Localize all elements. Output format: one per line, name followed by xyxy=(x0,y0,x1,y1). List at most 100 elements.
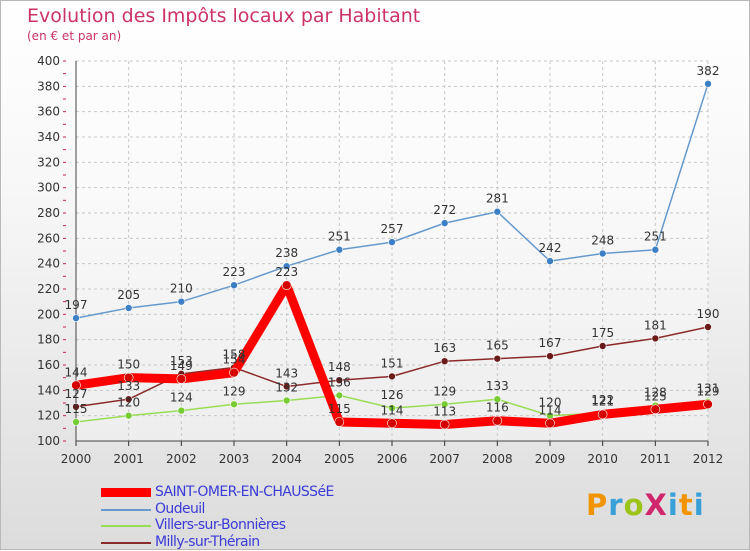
data-point xyxy=(229,367,239,378)
data-label: 163 xyxy=(433,341,456,355)
data-label: 116 xyxy=(486,401,509,415)
data-label: 223 xyxy=(223,265,246,279)
data-point xyxy=(388,404,396,412)
data-label: 115 xyxy=(65,402,88,416)
chart-title: Evolution des Impôts locaux par Habitant xyxy=(27,5,421,27)
legend-label: Villers-sur-Bonnières xyxy=(155,517,286,533)
data-label: 281 xyxy=(486,192,509,206)
data-label: 197 xyxy=(65,298,88,312)
data-label: 114 xyxy=(381,403,404,417)
data-point xyxy=(703,399,713,410)
data-point xyxy=(493,207,502,216)
data-point xyxy=(493,395,502,404)
x-tick-label: 2002 xyxy=(166,452,197,466)
y-tick-label: 280 xyxy=(37,206,60,220)
y-tick-label: 260 xyxy=(37,231,60,245)
data-label: 113 xyxy=(433,405,456,419)
data-point xyxy=(546,257,554,265)
data-point xyxy=(598,342,607,350)
data-label: 114 xyxy=(539,403,562,417)
data-label: 122 xyxy=(591,393,614,407)
data-label: 210 xyxy=(170,282,193,296)
data-label: 153 xyxy=(170,354,193,368)
data-point xyxy=(230,400,238,409)
data-point xyxy=(388,372,396,381)
x-tick-label: 2004 xyxy=(271,452,302,466)
data-point xyxy=(282,396,291,405)
data-point xyxy=(282,382,291,391)
data-label: 120 xyxy=(539,396,562,410)
data-label: 167 xyxy=(539,336,562,350)
data-point xyxy=(335,245,344,254)
y-tick-label: 200 xyxy=(37,307,60,321)
data-label: 257 xyxy=(381,222,404,236)
legend-swatch xyxy=(101,508,151,511)
data-point xyxy=(387,418,397,429)
data-point xyxy=(545,418,555,429)
y-tick-label: 300 xyxy=(37,181,60,195)
data-label: 144 xyxy=(65,365,88,379)
chart-subtitle: (en € et par an) xyxy=(27,29,122,43)
data-label: 190 xyxy=(697,307,720,321)
data-label: 120 xyxy=(117,396,140,410)
x-tick-label: 2008 xyxy=(482,452,513,466)
data-point xyxy=(650,404,661,415)
y-tick-label: 320 xyxy=(37,155,60,169)
data-label: 129 xyxy=(697,384,720,398)
data-label: 382 xyxy=(697,64,720,78)
data-label: 132 xyxy=(275,380,298,394)
y-tick-label: 100 xyxy=(37,434,60,448)
y-tick-label: 180 xyxy=(37,333,60,347)
data-label: 158 xyxy=(223,348,246,362)
data-label: 223 xyxy=(275,265,298,279)
x-tick-label: 2009 xyxy=(535,452,566,466)
data-point xyxy=(71,380,81,391)
data-label: 125 xyxy=(644,389,667,403)
legend-label: Oudeuil xyxy=(155,500,205,517)
data-label: 124 xyxy=(170,391,193,405)
x-tick-label: 2001 xyxy=(113,452,144,466)
data-label: 242 xyxy=(539,241,562,255)
y-tick-label: 140 xyxy=(37,383,60,397)
data-label: 238 xyxy=(275,246,298,260)
proxiti-logo: ProXiti xyxy=(586,488,705,522)
legend-label: SAINT-OMER-EN-CHAUSSéE xyxy=(155,484,334,500)
data-point xyxy=(123,372,134,383)
legend-label: Milly-sur-Thérain xyxy=(155,533,260,550)
x-tick-label: 2003 xyxy=(219,452,250,466)
data-point xyxy=(598,249,607,258)
data-point xyxy=(651,245,660,254)
data-point xyxy=(492,415,503,426)
data-point xyxy=(72,314,80,322)
x-tick-label: 2005 xyxy=(324,452,355,466)
data-label: 181 xyxy=(644,318,667,332)
data-point xyxy=(335,376,344,385)
data-label: 251 xyxy=(644,230,667,244)
data-point xyxy=(704,323,712,331)
x-tick-label: 2011 xyxy=(640,452,671,466)
data-label: 151 xyxy=(381,356,404,370)
data-point xyxy=(177,297,186,306)
y-tick-label: 160 xyxy=(37,358,60,372)
data-point xyxy=(124,304,133,312)
data-label: 251 xyxy=(328,230,351,244)
x-tick-label: 2012 xyxy=(693,452,724,466)
data-label: 129 xyxy=(223,384,246,398)
data-label: 150 xyxy=(117,358,140,372)
data-label: 248 xyxy=(591,234,614,248)
y-tick-label: 120 xyxy=(37,409,60,423)
data-point xyxy=(439,419,450,430)
legend-swatch xyxy=(101,525,151,527)
data-point xyxy=(177,406,186,415)
x-tick-label: 2006 xyxy=(377,452,408,466)
data-label: 133 xyxy=(486,379,509,393)
legend-swatch xyxy=(101,488,151,497)
data-label: 154 xyxy=(223,353,246,367)
data-label: 148 xyxy=(328,360,351,374)
data-point xyxy=(440,400,449,409)
x-tick-label: 2010 xyxy=(587,452,618,466)
data-point xyxy=(493,354,502,363)
y-tick-label: 360 xyxy=(37,105,60,119)
